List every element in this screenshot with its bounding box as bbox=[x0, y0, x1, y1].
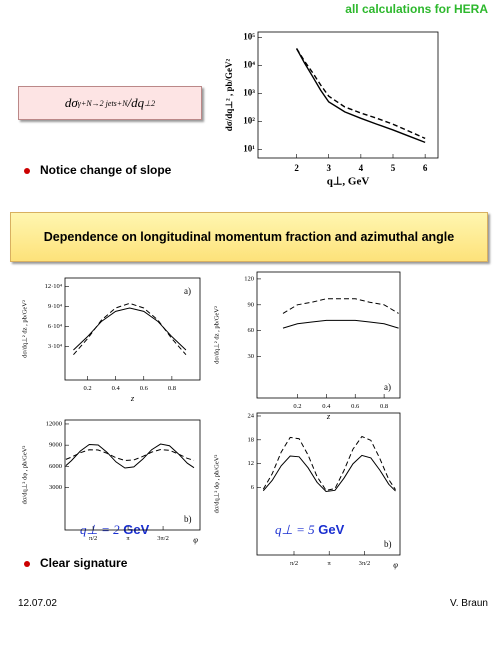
y-tick-label: 90 bbox=[248, 301, 255, 308]
x-tick-label: 0.4 bbox=[112, 385, 121, 392]
y-axis-label: dσ/dq⊥² , pb/GeV² bbox=[224, 58, 234, 131]
y-tick-label: 6000 bbox=[49, 463, 62, 470]
curve bbox=[282, 319, 399, 329]
panel-label: b) bbox=[384, 539, 392, 549]
x-tick-label: 0.2 bbox=[293, 403, 301, 410]
y-axis-label: dσ/dq⊥² dφ , pb/GeV² bbox=[213, 455, 220, 514]
x-tick-label: 4 bbox=[359, 163, 364, 173]
caption-var: q⊥ = 5 bbox=[275, 522, 315, 537]
bullet: Notice change of slope bbox=[40, 163, 172, 177]
x-tick-label: 3π/2 bbox=[157, 535, 169, 542]
formula-box: dσ γ+N→2 jets+N/dq ⊥ 2 bbox=[18, 86, 202, 120]
plot-frame bbox=[64, 277, 201, 381]
formula-rest: /dq bbox=[127, 95, 145, 110]
formula-sub2: ⊥ bbox=[144, 98, 152, 108]
y-tick-label: 10³ bbox=[243, 88, 255, 98]
plot-frame bbox=[257, 31, 439, 159]
footer-author: V. Braun bbox=[450, 598, 488, 609]
x-tick-label: 5 bbox=[391, 163, 396, 173]
formula-sup: 2 bbox=[151, 98, 156, 108]
formula-main: dσ bbox=[64, 95, 78, 110]
x-tick-label: 6 bbox=[423, 163, 428, 173]
x-axis-label: z bbox=[130, 393, 135, 403]
y-tick-label: 10¹ bbox=[243, 144, 255, 154]
y-axis-label: dσ/dq⊥² dφ , pb/GeV² bbox=[21, 446, 28, 505]
y-tick-label: 6 bbox=[251, 484, 255, 491]
formula-sub: γ+N→2 jets+N bbox=[77, 98, 128, 108]
y-tick-label: 9·10⁴ bbox=[48, 303, 63, 310]
x-tick-label: 0.6 bbox=[351, 403, 360, 410]
caption: q⊥ = 5 GeV bbox=[275, 522, 344, 538]
x-axis-label: z bbox=[326, 411, 331, 421]
x-tick-label: π bbox=[126, 535, 130, 542]
section-title: Dependence on longitudinal momentum frac… bbox=[43, 230, 455, 244]
y-tick-label: 3·10⁴ bbox=[48, 343, 63, 350]
x-tick-label: 0.8 bbox=[168, 385, 176, 392]
x-axis-label: φ bbox=[193, 534, 198, 544]
curve bbox=[73, 307, 187, 351]
y-tick-label: 24 bbox=[248, 412, 255, 419]
curve bbox=[65, 449, 195, 461]
x-axis-label: q⊥, GeV bbox=[327, 176, 370, 188]
section-box: Dependence on longitudinal momentum frac… bbox=[10, 212, 488, 262]
y-axis-label: dσ/dq⊥² dz , pb/GeV² bbox=[213, 306, 220, 364]
panel-label: a) bbox=[184, 286, 191, 296]
x-tick-label: 3 bbox=[326, 163, 331, 173]
y-tick-label: 12 bbox=[248, 460, 255, 467]
curve bbox=[262, 454, 396, 493]
curve bbox=[262, 435, 396, 491]
footer-date: 12.07.02 bbox=[18, 598, 57, 609]
plot-frame bbox=[256, 271, 401, 399]
plot-frame bbox=[64, 419, 201, 531]
curve bbox=[73, 302, 187, 356]
y-tick-label: 10² bbox=[243, 116, 255, 126]
x-tick-label: 0.8 bbox=[380, 403, 388, 410]
y-tick-label: 60 bbox=[248, 327, 255, 334]
curve bbox=[295, 48, 426, 140]
y-tick-label: 6·10⁴ bbox=[48, 323, 63, 330]
y-tick-label: 12·10⁴ bbox=[45, 283, 63, 290]
bullet-dot bbox=[24, 561, 30, 567]
x-tick-label: π/2 bbox=[89, 535, 97, 542]
caption-unit: GeV bbox=[123, 522, 150, 537]
bullet-dot bbox=[24, 168, 30, 174]
y-tick-label: 9000 bbox=[49, 442, 62, 449]
bullet: Clear signature bbox=[40, 556, 128, 570]
y-tick-label: 10⁴ bbox=[243, 59, 255, 69]
y-tick-label: 10⁵ bbox=[243, 31, 255, 41]
y-tick-label: 12000 bbox=[46, 420, 62, 427]
x-tick-label: 2 bbox=[294, 163, 299, 173]
x-tick-label: 0.2 bbox=[83, 385, 91, 392]
x-tick-label: 0.4 bbox=[322, 403, 331, 410]
y-axis-label: dσ/dq⊥² dz , pb/GeV² bbox=[21, 300, 28, 358]
x-axis-label: φ bbox=[393, 559, 398, 569]
panel-label: b) bbox=[184, 514, 192, 524]
y-tick-label: 120 bbox=[244, 275, 254, 282]
caption-var: q⊥ = 2 bbox=[80, 522, 120, 537]
x-tick-label: 3π/2 bbox=[359, 560, 371, 567]
curve bbox=[295, 48, 426, 144]
panel-label: a) bbox=[384, 382, 391, 392]
y-tick-label: 30 bbox=[248, 353, 255, 360]
header: all calculations for HERA bbox=[345, 2, 488, 16]
curve bbox=[282, 298, 399, 314]
x-tick-label: π/2 bbox=[290, 560, 298, 567]
curve bbox=[65, 443, 195, 469]
y-tick-label: 3000 bbox=[49, 484, 62, 491]
plot-frame bbox=[256, 412, 401, 556]
caption: q⊥ = 2 GeV bbox=[80, 522, 149, 538]
caption-unit: GeV bbox=[318, 522, 345, 537]
y-tick-label: 18 bbox=[248, 436, 255, 443]
x-tick-label: π bbox=[328, 560, 332, 567]
x-tick-label: 0.6 bbox=[140, 385, 149, 392]
